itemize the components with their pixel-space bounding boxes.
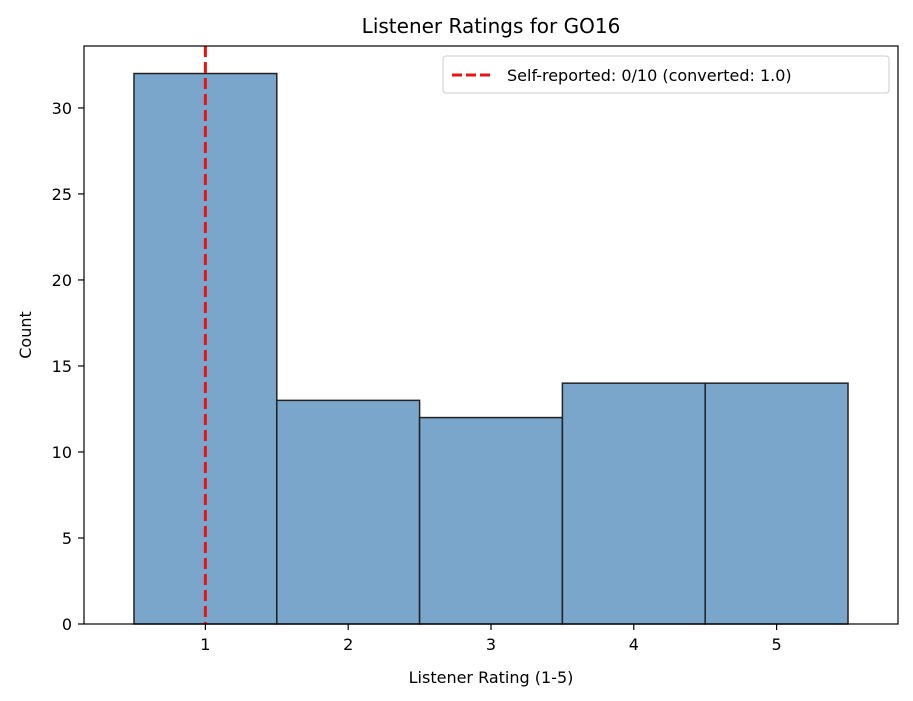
x-tick-label: 3: [486, 635, 496, 654]
y-tick-label: 25: [52, 185, 72, 204]
x-axis-label: Listener Rating (1-5): [409, 668, 574, 687]
x-tick-label: 1: [200, 635, 210, 654]
y-axis-ticks: 0 5 10 15 20 25 30: [52, 99, 84, 634]
x-tick-label: 4: [629, 635, 639, 654]
bars-group: [133, 72, 849, 625]
legend: Self-reported: 0/10 (converted: 1.0): [442, 55, 890, 94]
x-axis-ticks: 1 2 3 4 5: [200, 624, 782, 654]
y-tick-label: 0: [62, 615, 72, 634]
bar-rating-4: [561, 382, 706, 625]
y-tick-label: 20: [52, 271, 72, 290]
y-tick-label: 15: [52, 357, 72, 376]
bar-rating-5: [704, 382, 849, 625]
chart-title: Listener Ratings for GO16: [362, 14, 621, 38]
legend-box: [442, 55, 890, 94]
y-tick-label: 30: [52, 99, 72, 118]
bar-rating-1: [133, 72, 278, 625]
legend-entry-reference-line: Self-reported: 0/10 (converted: 1.0): [507, 66, 792, 85]
x-tick-label: 2: [343, 635, 353, 654]
bar-rating-3: [418, 416, 564, 625]
y-tick-label: 10: [52, 443, 72, 462]
x-tick-label: 5: [772, 635, 782, 654]
bar-rating-2: [276, 399, 421, 625]
y-axis-label: Count: [16, 311, 35, 359]
y-tick-label: 5: [62, 529, 72, 548]
